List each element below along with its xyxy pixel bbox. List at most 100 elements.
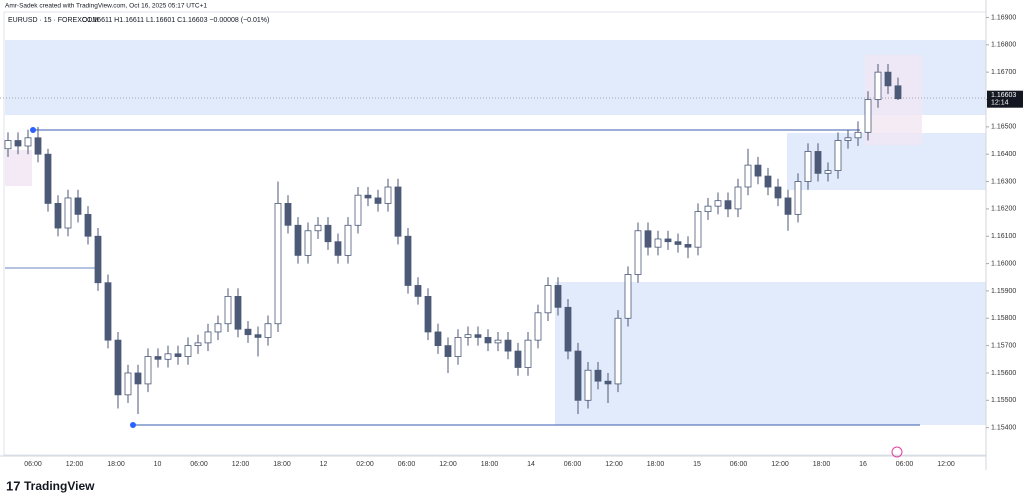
candle-body (684, 244, 692, 248)
candle-body (664, 238, 672, 243)
candle-body (874, 71, 882, 100)
candle-body (104, 282, 112, 341)
logo: 17 TradingView (6, 478, 95, 493)
candle-body (194, 342, 202, 347)
x-tick-label: 18:00 (647, 461, 665, 468)
x-tick-label: 06:00 (398, 461, 416, 468)
candle-body (694, 211, 702, 248)
candle-body (24, 137, 32, 147)
candle-body (184, 345, 192, 357)
y-tick-label: 1.16900 (991, 14, 1016, 21)
candle-body (154, 356, 162, 360)
candle-body (634, 230, 642, 275)
candle-body (604, 380, 612, 385)
candle-body (114, 339, 122, 396)
candle-body (674, 241, 682, 245)
candle-body (654, 238, 662, 248)
candle-body (234, 295, 242, 330)
x-tick-label: 18:00 (273, 461, 291, 468)
candle-body (514, 350, 522, 368)
y-tick-label: 1.16800 (991, 42, 1016, 49)
candle-body (294, 224, 302, 256)
x-tick-label: 06:00 (730, 461, 748, 468)
candle-body (274, 203, 282, 325)
candle-body (164, 353, 172, 360)
x-tick-label: 18:00 (813, 461, 831, 468)
candle-body (534, 312, 542, 341)
anchor (30, 127, 36, 133)
candle-body (584, 369, 592, 401)
x-tick-label: 12:00 (605, 461, 623, 468)
x-tick-label: 18:00 (481, 461, 499, 468)
candle-body (424, 295, 432, 333)
x-tick-label: 06:00 (24, 461, 42, 468)
y-tick-label: 1.16400 (991, 151, 1016, 158)
credit: Amr-Sadek created with TradingView.com, … (5, 3, 207, 10)
last-price-label: 1.16603 (991, 92, 1016, 99)
x-tick-label: 14 (527, 461, 535, 468)
candle-body (434, 331, 442, 347)
candle-body (504, 339, 512, 352)
x-tick-label: 12 (320, 461, 328, 468)
candle-body (484, 337, 492, 344)
ohlc-legend: O1.16611 H1.16611 L1.16601 C1.16603 −0.0… (82, 17, 269, 24)
y-tick-label: 1.15800 (991, 315, 1016, 322)
last-price-box (987, 90, 1023, 108)
x-tick-label: 06:00 (190, 461, 208, 468)
candle-body (264, 323, 272, 338)
candle-body (474, 334, 482, 338)
candle-body (554, 285, 562, 308)
candle-body (364, 194, 372, 199)
candle-body (494, 339, 502, 344)
candle-body (714, 200, 722, 207)
candle-body (454, 337, 462, 357)
candle-body (724, 200, 732, 210)
y-tick-label: 1.16500 (991, 124, 1016, 131)
event-icon[interactable] (891, 446, 903, 458)
x-tick-label: 10 (154, 461, 162, 468)
y-tick-label: 1.15600 (991, 370, 1016, 377)
candle-body (14, 140, 22, 147)
candle-body (134, 372, 142, 385)
candle-body (824, 170, 832, 174)
zone (5, 40, 986, 115)
x-tick-label: 12:00 (439, 461, 457, 468)
candle-body (444, 345, 452, 357)
candle-body (744, 164, 752, 188)
candle-body (174, 353, 182, 357)
logo-text: TradingView (24, 479, 95, 493)
candle-body (404, 235, 412, 286)
candle-body (214, 323, 222, 333)
candle-body (614, 317, 622, 385)
candle-body (54, 203, 62, 229)
candle-body (354, 194, 362, 226)
y-tick-label: 1.16000 (991, 260, 1016, 267)
logo-mark: 17 (6, 478, 20, 493)
candle-body (894, 85, 902, 100)
y-tick-label: 1.15700 (991, 342, 1016, 349)
y-tick-label: 1.15400 (991, 424, 1016, 431)
candle-body (844, 137, 852, 141)
candle-body (794, 181, 802, 215)
candle-body (464, 334, 472, 338)
candle-body (284, 203, 292, 226)
candle-body (524, 339, 532, 368)
candle-body (384, 186, 392, 204)
y-tick-label: 1.16300 (991, 178, 1016, 185)
candle-body (854, 131, 862, 139)
candle-body (84, 213, 92, 237)
zone (865, 55, 922, 145)
candle-body (64, 197, 72, 229)
candle-body (224, 295, 232, 325)
candle-body (304, 230, 312, 256)
countdown: 12:14 (991, 100, 1009, 107)
x-tick-label: 16 (859, 461, 867, 468)
candle-body (94, 235, 102, 284)
y-tick-label: 1.16200 (991, 206, 1016, 213)
x-tick-label: 12:00 (771, 461, 789, 468)
x-tick-label: 06:00 (896, 461, 914, 468)
candle-body (594, 369, 602, 382)
candle-body (374, 197, 382, 204)
y-tick-label: 1.15500 (991, 397, 1016, 404)
candle-body (564, 306, 572, 352)
